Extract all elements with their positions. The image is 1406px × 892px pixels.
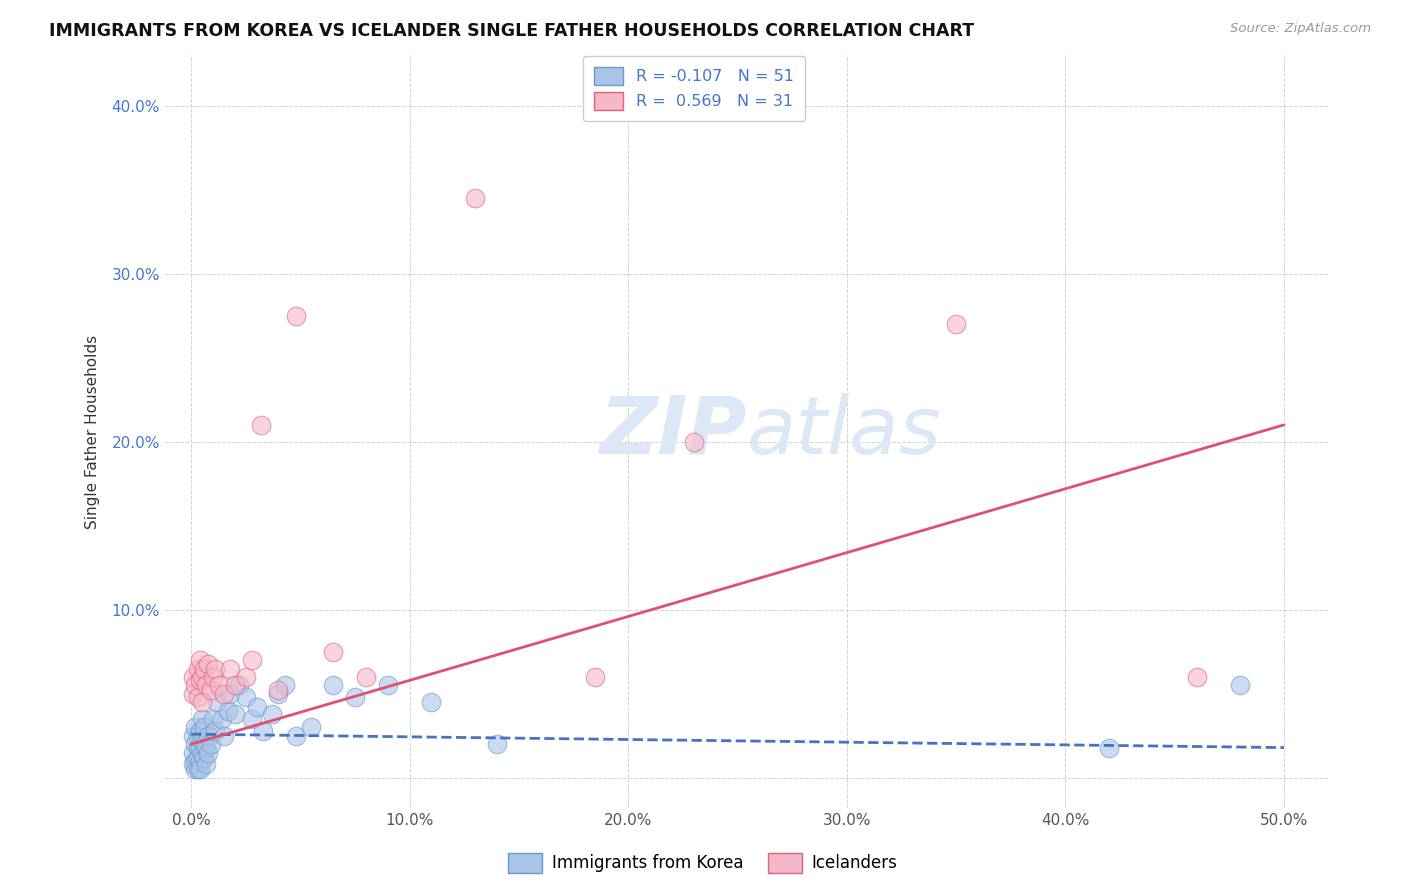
- Point: [235, 670, 257, 684]
- Point: [197, 729, 219, 743]
- Legend: R = -0.107   N = 51, R =  0.569   N = 31: R = -0.107 N = 51, R = 0.569 N = 31: [583, 55, 804, 121]
- Point: [212, 729, 235, 743]
- Point: [193, 737, 215, 751]
- Point: [354, 670, 377, 684]
- Point: [464, 191, 486, 205]
- Point: [187, 740, 209, 755]
- Point: [184, 754, 207, 768]
- Point: [682, 434, 704, 449]
- Y-axis label: Single Father Households: Single Father Households: [86, 334, 100, 529]
- Point: [184, 678, 207, 692]
- Point: [188, 763, 211, 777]
- Point: [187, 690, 209, 705]
- Point: [322, 678, 344, 692]
- Point: [193, 720, 215, 734]
- Point: [274, 678, 297, 692]
- Point: [217, 704, 239, 718]
- Point: [284, 309, 307, 323]
- Point: [191, 734, 214, 748]
- Point: [219, 662, 242, 676]
- Point: [191, 746, 214, 760]
- Point: [1185, 670, 1208, 684]
- Point: [420, 695, 443, 709]
- Point: [211, 712, 233, 726]
- Point: [240, 653, 263, 667]
- Point: [197, 657, 219, 671]
- Point: [945, 317, 967, 331]
- Point: [188, 723, 211, 738]
- Point: [187, 662, 209, 676]
- Legend: Immigrants from Korea, Icelanders: Immigrants from Korea, Icelanders: [502, 847, 904, 880]
- Point: [228, 678, 250, 692]
- Point: [204, 662, 226, 676]
- Point: [188, 653, 211, 667]
- Point: [195, 740, 218, 755]
- Point: [208, 678, 231, 692]
- Point: [200, 683, 222, 698]
- Point: [181, 729, 204, 743]
- Point: [187, 729, 209, 743]
- Point: [267, 683, 290, 698]
- Point: [200, 737, 222, 751]
- Point: [219, 687, 242, 701]
- Point: [184, 737, 207, 751]
- Point: [245, 700, 267, 714]
- Point: [188, 673, 211, 688]
- Point: [252, 723, 274, 738]
- Point: [195, 678, 218, 692]
- Point: [193, 662, 215, 676]
- Point: [181, 687, 204, 701]
- Text: IMMIGRANTS FROM KOREA VS ICELANDER SINGLE FATHER HOUSEHOLDS CORRELATION CHART: IMMIGRANTS FROM KOREA VS ICELANDER SINGL…: [49, 22, 974, 40]
- Point: [184, 720, 207, 734]
- Point: [260, 706, 283, 721]
- Text: Source: ZipAtlas.com: Source: ZipAtlas.com: [1230, 22, 1371, 36]
- Point: [212, 687, 235, 701]
- Point: [181, 746, 204, 760]
- Point: [583, 670, 606, 684]
- Point: [181, 757, 204, 772]
- Point: [201, 712, 224, 726]
- Point: [322, 645, 344, 659]
- Point: [188, 754, 211, 768]
- Point: [284, 729, 307, 743]
- Point: [235, 690, 257, 705]
- Text: ZIP: ZIP: [599, 392, 747, 471]
- Point: [191, 712, 214, 726]
- Point: [195, 757, 218, 772]
- Point: [191, 670, 214, 684]
- Point: [343, 690, 366, 705]
- Point: [377, 678, 399, 692]
- Point: [201, 670, 224, 684]
- Point: [240, 712, 263, 726]
- Point: [207, 695, 229, 709]
- Point: [250, 417, 273, 432]
- Point: [224, 678, 246, 692]
- Point: [1229, 678, 1251, 692]
- Point: [188, 740, 211, 755]
- Point: [267, 687, 290, 701]
- Point: [204, 723, 226, 738]
- Point: [184, 763, 207, 777]
- Point: [181, 670, 204, 684]
- Point: [197, 746, 219, 760]
- Point: [1098, 740, 1121, 755]
- Point: [187, 750, 209, 764]
- Point: [191, 695, 214, 709]
- Text: atlas: atlas: [747, 392, 941, 471]
- Point: [486, 737, 509, 751]
- Point: [187, 763, 209, 777]
- Point: [224, 706, 246, 721]
- Point: [299, 720, 322, 734]
- Point: [193, 750, 215, 764]
